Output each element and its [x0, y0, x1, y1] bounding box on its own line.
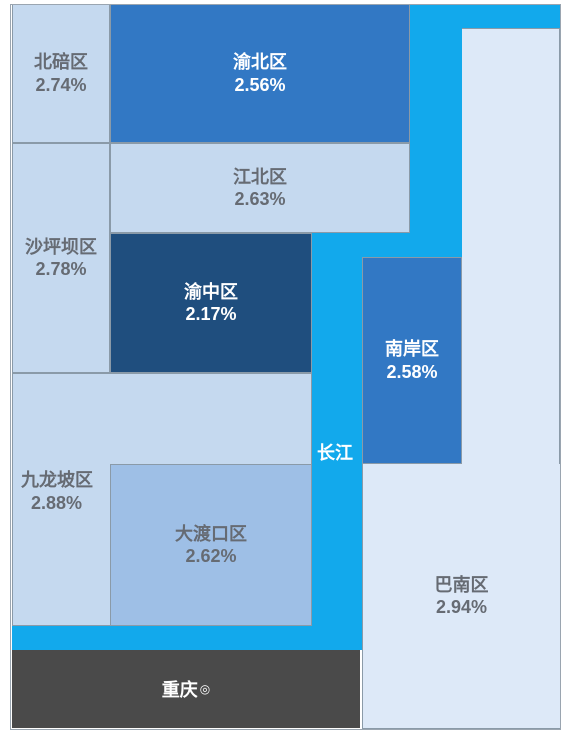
district-value: 2.58%: [386, 361, 438, 382]
district-value: 2.17%: [185, 304, 237, 324]
river-segment: [410, 4, 462, 254]
district-name: 渝北区: [233, 52, 287, 72]
district-yubei[interactable]: 渝北区 2.56%: [110, 4, 410, 143]
district-jiangbei[interactable]: 江北区 2.63%: [110, 143, 410, 233]
district-value: 2.63%: [234, 189, 286, 209]
district-beibei[interactable]: 北碚区 2.74%: [12, 4, 110, 143]
district-value: 2.62%: [185, 546, 237, 566]
district-name: 大渡口区: [175, 523, 247, 544]
district-value: 2.56%: [234, 74, 286, 95]
district-dadukou[interactable]: 大渡口区 2.62%: [110, 464, 312, 626]
river-segment: [12, 626, 360, 650]
city-label: 重庆: [161, 680, 198, 700]
river-segment: [312, 233, 362, 650]
district-name: 巴南区: [434, 574, 489, 595]
district-name: 沙坪坝区: [25, 236, 97, 257]
district-name: 江北区: [233, 166, 287, 187]
river-segment: [312, 233, 462, 257]
city-bar: 重庆 ◎: [12, 650, 360, 728]
district-value: 2.78%: [35, 259, 87, 279]
district-banan-lower[interactable]: 巴南区 2.94%: [362, 464, 560, 729]
river-label: 长江: [317, 443, 353, 463]
district-name: 北碚区: [34, 52, 88, 72]
district-value: 2.94%: [435, 597, 488, 617]
district-name: 九龙坡区: [21, 470, 93, 490]
district-nanan[interactable]: 南岸区 2.58%: [362, 257, 462, 464]
district-value: 2.88%: [31, 492, 83, 513]
city-marker-icon: ◎: [199, 682, 211, 696]
district-name: 南岸区: [385, 339, 439, 359]
district-name: 渝中区: [184, 281, 238, 302]
district-value: 2.74%: [35, 74, 87, 95]
district-yuzhong[interactable]: 渝中区 2.17%: [110, 233, 312, 373]
district-shapingba[interactable]: 沙坪坝区 2.78%: [12, 143, 110, 373]
